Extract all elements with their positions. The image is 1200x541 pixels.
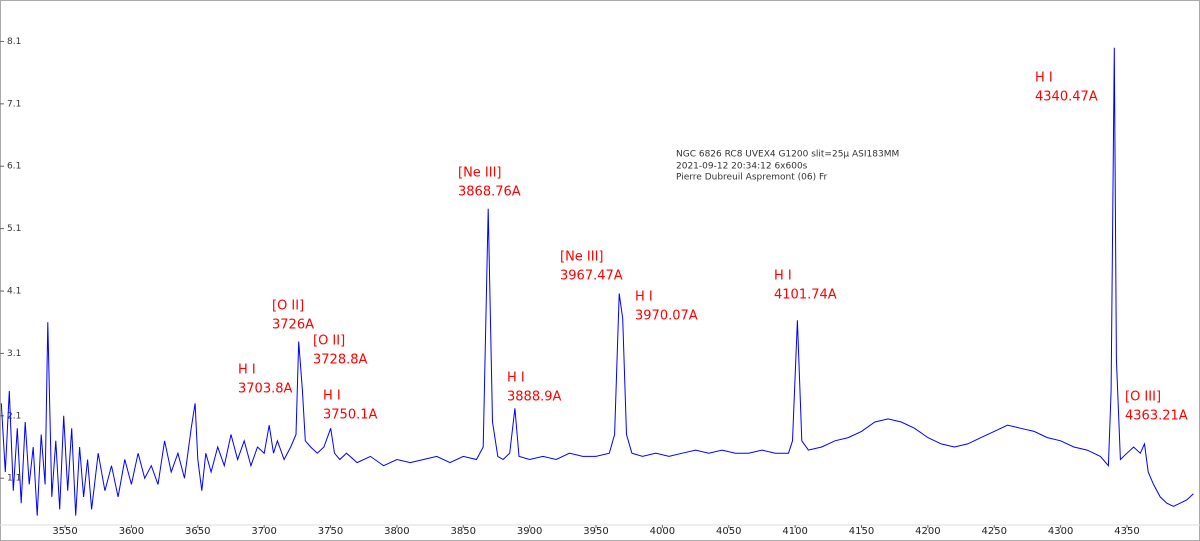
annotation-species: [O III] [1125, 390, 1161, 405]
annotation-species: [Ne III] [560, 250, 604, 265]
x-tick-label: 4000 [650, 526, 675, 537]
annotation-species: [Ne III] [458, 166, 502, 181]
x-tick-label: 3850 [451, 526, 476, 537]
annotation-species: H I [238, 363, 256, 378]
annotation-line: 3750.1A [323, 408, 377, 423]
annotation-species: H I [635, 290, 653, 305]
annotation-line: 3868.76A [458, 185, 521, 200]
x-tick-label: 4100 [782, 526, 807, 537]
annotation-line: 4101.74A [774, 288, 837, 303]
annotation-line: 4363.21A [1125, 409, 1188, 424]
y-tick-label: 4.1 [7, 287, 21, 297]
x-tick-label: 3700 [251, 526, 276, 537]
annotation-species: H I [1035, 71, 1053, 86]
y-tick-label: 3.1 [7, 349, 21, 359]
x-tick-label: 3800 [384, 526, 409, 537]
y-tick-label: 8.1 [7, 37, 21, 47]
x-tick-label: 4300 [1048, 526, 1073, 537]
x-tick-label: 3650 [185, 526, 210, 537]
info-line: 2021-09-12 20:34:12 6x600s [676, 162, 808, 172]
y-tick-label: 5.1 [7, 224, 21, 234]
annotation-species: [O II] [272, 299, 304, 314]
annotation-line: 3970.07A [635, 309, 698, 324]
annotation-line: 3967.47A [560, 269, 623, 284]
x-tick-label: 3900 [517, 526, 542, 537]
info-line: Pierre Dubreuil Aspremont (06) Fr [676, 173, 827, 183]
y-tick-label: 2.1 [7, 411, 21, 421]
x-tick-label: 4250 [982, 526, 1007, 537]
x-tick-label: 3550 [52, 526, 77, 537]
x-tick-label: 4150 [849, 526, 874, 537]
annotation-line: 3728.8A [313, 353, 367, 368]
annotation-species: H I [774, 269, 792, 284]
annotation-species: H I [323, 389, 341, 404]
annotation-species: [O II] [313, 334, 345, 349]
info-line: NGC 6826 RC8 UVEX4 G1200 slit=25µ ASI183… [676, 150, 899, 160]
annotation-line: 3703.8A [238, 382, 292, 397]
annotation-line: 4340.47A [1035, 90, 1098, 105]
x-tick-label: 3750 [318, 526, 343, 537]
y-tick-label: 7.1 [7, 99, 21, 109]
x-tick-label: 3600 [119, 526, 144, 537]
y-tick-label: 6.1 [7, 162, 21, 172]
annotation-species: H I [507, 371, 525, 386]
annotation-line: 3726A [272, 318, 314, 333]
spectrum-line [0, 47, 1194, 516]
x-tick-label: 4200 [915, 526, 940, 537]
annotation-line: 3888.9A [507, 390, 561, 405]
x-tick-label: 3950 [583, 526, 608, 537]
x-tick-label: 4050 [716, 526, 741, 537]
x-tick-label: 4350 [1114, 526, 1139, 537]
